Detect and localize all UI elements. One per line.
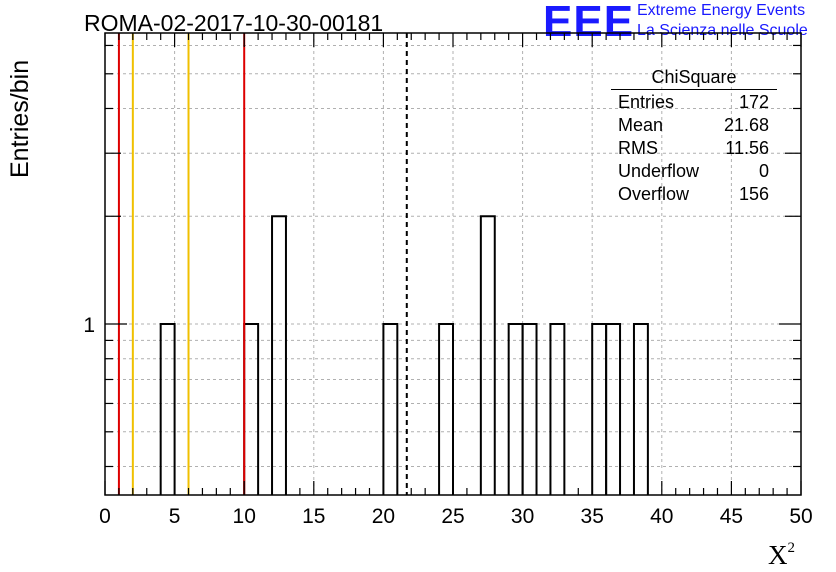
x-tick-label: 10: [233, 505, 256, 528]
x-tick-label: 20: [372, 505, 395, 528]
x-tick-label: 30: [511, 505, 534, 528]
histogram-bin: [159, 323, 176, 495]
stats-value: 11.56: [725, 138, 769, 158]
y-tick-label: 1: [83, 314, 95, 337]
histogram-bin: [438, 323, 454, 495]
marker-lines-layer: [117, 33, 408, 495]
x-tick-label: 40: [650, 505, 673, 528]
stats-label: Overflow: [618, 184, 690, 204]
x-tick-label: 35: [581, 505, 604, 528]
bars-layer: [159, 215, 649, 495]
stats-row-rms: RMS 11.56: [611, 138, 777, 161]
stats-value: 156: [738, 184, 769, 204]
eee-logo: EEE: [543, 0, 635, 46]
stats-value: 0: [758, 161, 769, 181]
logo-line-1: Extreme Energy Events: [637, 2, 806, 19]
ticks-layer: [104, 33, 802, 495]
histogram-bin: [243, 323, 260, 495]
x-tick-label: 0: [99, 505, 111, 528]
tick-labels-layer: 0 5 10 15 20 25 30 35 40 45 50 1: [83, 314, 812, 528]
histogram-bin: [507, 323, 524, 495]
x-tick-label: 5: [169, 505, 181, 528]
stats-row-underflow: Underflow 0: [611, 161, 777, 184]
stats-row-overflow: Overflow 156: [611, 184, 777, 207]
histogram-bin: [605, 323, 622, 495]
stats-row-mean: Mean 21.68: [611, 115, 777, 138]
histogram-bin: [549, 323, 566, 495]
x-axis-label-base: X: [768, 540, 788, 570]
stats-box: ChiSquare Entries 172 Mean 21.68 RMS 11.…: [611, 67, 777, 207]
x-tick-label: 45: [720, 505, 743, 528]
histogram-bin: [479, 215, 496, 495]
stats-label: Underflow: [618, 161, 700, 181]
histogram-bin: [271, 215, 287, 495]
histogram-bin: [382, 323, 399, 495]
stats-label: Mean: [618, 115, 664, 135]
stats-label: Entries: [618, 92, 675, 112]
histogram-bin: [632, 323, 649, 495]
logo-line-2: La Scienza nelle Scuole: [637, 22, 808, 39]
stats-value: 21.68: [723, 115, 769, 135]
x-tick-label: 50: [789, 505, 812, 528]
x-axis-label: X2: [768, 540, 795, 571]
x-axis-label-sup: 2: [787, 540, 796, 556]
stats-title: ChiSquare: [611, 67, 777, 90]
histogram-bin: [591, 323, 608, 495]
x-tick-label: 15: [302, 505, 325, 528]
stats-value: 172: [738, 92, 769, 112]
stats-label: RMS: [618, 138, 658, 158]
chart-title: ROMA-02-2017-10-30-00181: [84, 10, 384, 36]
x-tick-label: 25: [441, 505, 464, 528]
histogram-bin: [521, 323, 538, 495]
stats-row-entries: Entries 172: [611, 92, 777, 115]
